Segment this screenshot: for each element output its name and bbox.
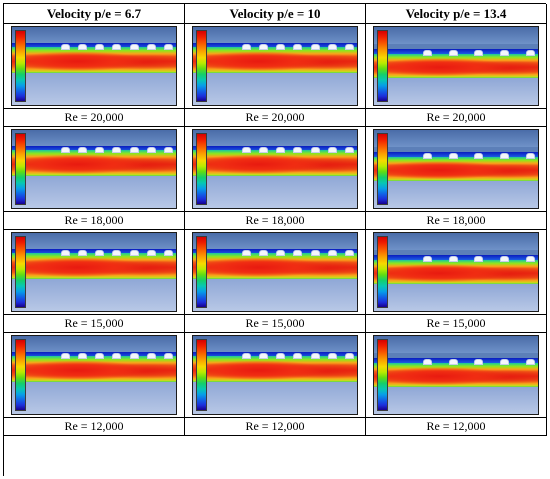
contour-cell (366, 333, 547, 418)
rib-row (61, 147, 173, 154)
rib-row (242, 353, 354, 360)
re-label: Re = 12,000 (185, 418, 366, 436)
velocity-contour-image (192, 232, 358, 312)
rib-row (61, 353, 173, 360)
contour-cell (4, 230, 185, 315)
rib-row (61, 250, 173, 257)
contour-cell (4, 24, 185, 109)
color-legend (15, 133, 26, 205)
contour-cell (4, 333, 185, 418)
re-label: Re = 18,000 (366, 212, 547, 230)
velocity-contour-image (373, 26, 539, 106)
contour-cell (4, 127, 185, 212)
contour-cell (366, 230, 547, 315)
re-label: Re = 18,000 (185, 212, 366, 230)
contour-cell (185, 24, 366, 109)
color-legend (196, 236, 207, 308)
re-label: Re = 20,000 (366, 109, 547, 127)
re-label: Re = 15,000 (366, 315, 547, 333)
contour-cell (366, 127, 547, 212)
re-label: Re = 20,000 (4, 109, 185, 127)
velocity-contour-image (11, 335, 177, 415)
velocity-contour-image (192, 335, 358, 415)
color-legend (196, 30, 207, 102)
rib-row (423, 255, 535, 262)
color-legend (377, 133, 388, 205)
re-label: Re = 18,000 (4, 212, 185, 230)
column-header-pe-10: Velocity p/e = 10 (185, 4, 366, 24)
color-legend (377, 30, 388, 102)
color-legend (377, 339, 388, 411)
re-label: Re = 20,000 (185, 109, 366, 127)
velocity-contour-image (11, 129, 177, 209)
rib-row (242, 147, 354, 154)
contour-cell (185, 230, 366, 315)
rib-row (242, 250, 354, 257)
color-legend (196, 339, 207, 411)
contour-cell (185, 127, 366, 212)
color-legend (15, 30, 26, 102)
contour-cell (185, 333, 366, 418)
re-label: Re = 15,000 (185, 315, 366, 333)
velocity-contour-image (373, 335, 539, 415)
color-legend (377, 236, 388, 308)
color-legend (15, 236, 26, 308)
contour-cell (366, 24, 547, 109)
column-header-pe-13-4: Velocity p/e = 13.4 (366, 4, 547, 24)
re-label: Re = 12,000 (366, 418, 547, 436)
re-label: Re = 15,000 (4, 315, 185, 333)
velocity-contour-image (192, 129, 358, 209)
column-header-pe-6-7: Velocity p/e = 6.7 (4, 4, 185, 24)
color-legend (15, 339, 26, 411)
rib-row (242, 44, 354, 51)
velocity-contour-image (373, 232, 539, 312)
rib-row (423, 152, 535, 159)
velocity-contour-image (11, 232, 177, 312)
rib-row (423, 358, 535, 365)
rib-row (61, 44, 173, 51)
velocity-contour-table: Velocity p/e = 6.7 Velocity p/e = 10 Vel… (3, 3, 547, 476)
velocity-contour-image (192, 26, 358, 106)
color-legend (196, 133, 207, 205)
velocity-contour-image (373, 129, 539, 209)
velocity-contour-image (11, 26, 177, 106)
rib-row (423, 49, 535, 56)
re-label: Re = 12,000 (4, 418, 185, 436)
